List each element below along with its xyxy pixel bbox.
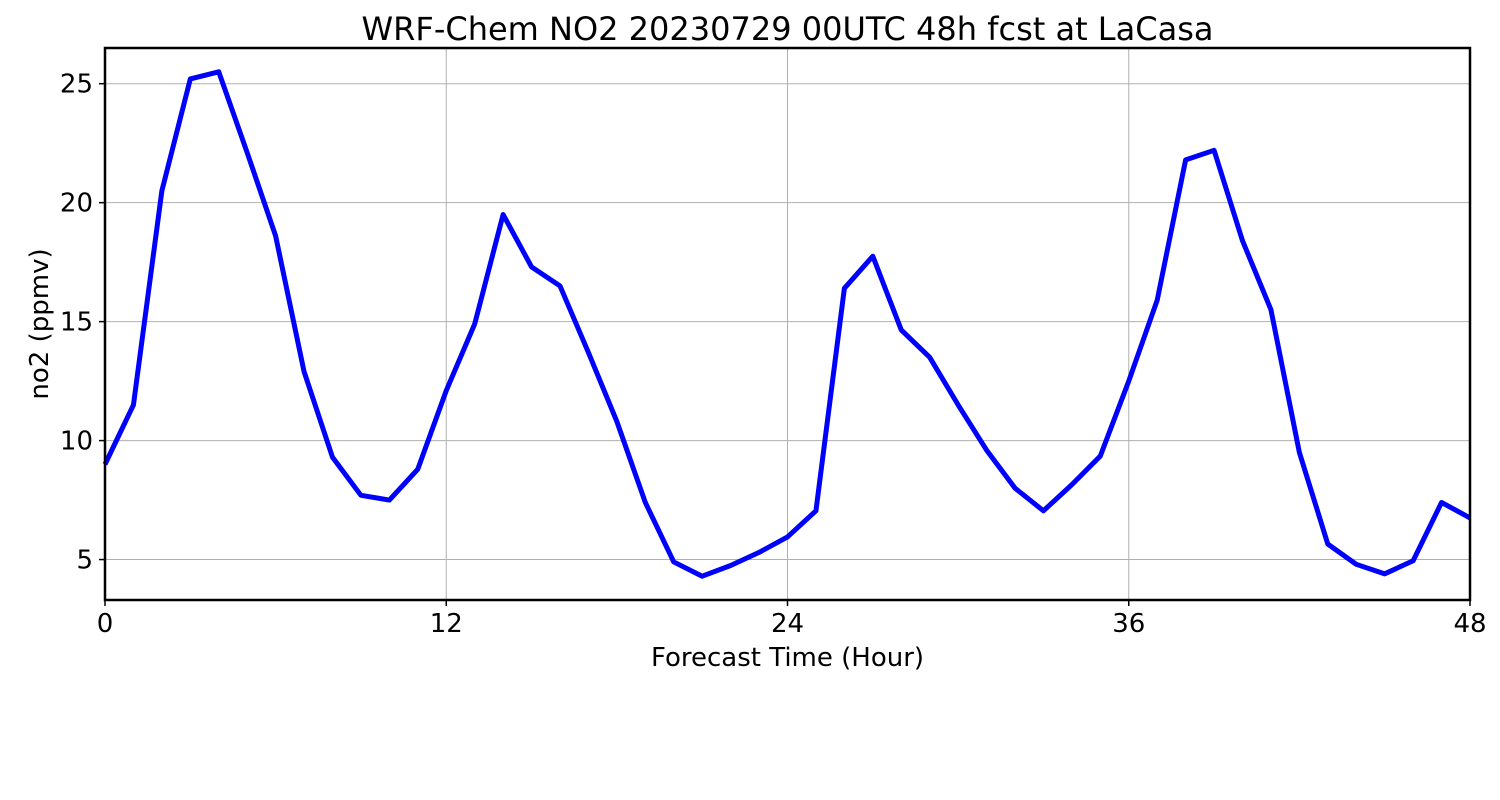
x-tick-label: 12 [430, 609, 463, 639]
y-tick-label: 15 [60, 308, 93, 338]
y-tick-label: 5 [76, 546, 93, 576]
x-tick-label: 0 [97, 609, 114, 639]
x-tick-label: 48 [1453, 609, 1486, 639]
y-tick-label: 25 [60, 70, 93, 100]
x-tick-label: 24 [771, 609, 804, 639]
grid-lines [104, 48, 1471, 600]
y-tick-label: 10 [60, 427, 93, 457]
axis-ticks: 0 12 24 36 48 5 10 15 20 25 [60, 70, 1487, 639]
y-tick-label: 20 [60, 189, 93, 219]
x-axis-label: Forecast Time (Hour) [651, 643, 924, 673]
chart-title: WRF-Chem NO2 20230729 00UTC 48h fcst at … [362, 10, 1214, 48]
y-axis-label: no2 (ppmv) [25, 248, 55, 399]
x-tick-label: 36 [1112, 609, 1145, 639]
